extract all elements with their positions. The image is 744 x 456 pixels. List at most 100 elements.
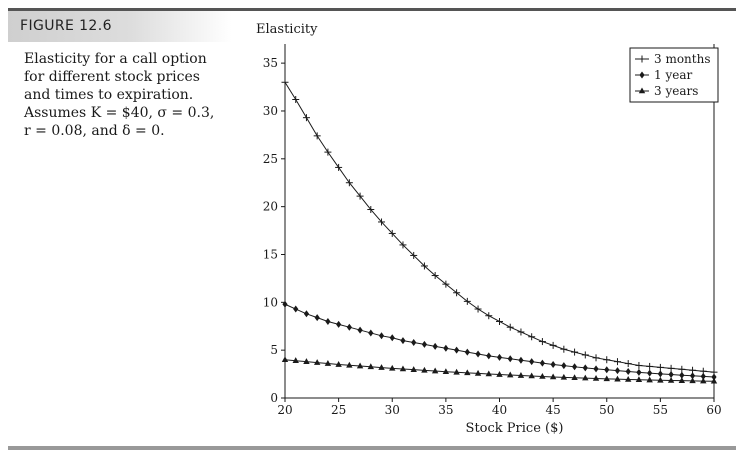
data-point-1-year bbox=[346, 323, 352, 331]
data-point-3-years bbox=[399, 365, 407, 372]
series-1-year bbox=[282, 300, 717, 381]
data-point-3-months bbox=[496, 317, 503, 325]
data-point-3-years bbox=[281, 356, 289, 363]
series-3-years bbox=[281, 356, 718, 384]
data-point-1-year bbox=[679, 371, 685, 379]
data-point-3-months bbox=[388, 229, 396, 237]
data-point-3-years bbox=[507, 371, 514, 378]
data-point-1-year bbox=[539, 359, 545, 367]
data-point-1-year bbox=[368, 329, 374, 337]
series-layer bbox=[281, 78, 718, 384]
data-point-3-years bbox=[646, 376, 653, 383]
legend-item-3-months: 3 months bbox=[635, 52, 711, 66]
data-point-3-years bbox=[678, 377, 686, 383]
top-rule bbox=[8, 8, 736, 11]
data-point-1-year bbox=[378, 332, 385, 340]
data-point-1-year bbox=[486, 352, 492, 360]
data-point-1-year bbox=[668, 371, 674, 379]
data-point-3-years bbox=[528, 372, 535, 379]
data-point-3-months bbox=[635, 361, 643, 369]
data-point-1-year bbox=[464, 348, 470, 356]
data-point-3-months bbox=[324, 148, 332, 156]
data-point-3-years bbox=[549, 373, 557, 380]
data-point-1-year bbox=[647, 369, 653, 377]
data-point-3-months bbox=[538, 338, 546, 346]
data-point-3-years bbox=[464, 369, 471, 376]
data-point-3-years bbox=[421, 366, 428, 373]
data-point-3-years bbox=[292, 357, 299, 363]
data-point-3-months bbox=[367, 206, 375, 214]
data-point-3-years bbox=[367, 363, 374, 370]
x-tick-label: 20 bbox=[277, 403, 292, 417]
y-tick-label: 10 bbox=[263, 295, 278, 309]
data-point-1-year bbox=[357, 326, 363, 334]
legend-item-3-years: 3 years bbox=[635, 84, 698, 98]
data-point-3-years bbox=[560, 373, 568, 380]
y-axis-label: Elasticity bbox=[256, 22, 318, 37]
y-tick-label: 5 bbox=[270, 343, 278, 357]
x-tick-label: 40 bbox=[492, 403, 507, 417]
data-point-3-months bbox=[313, 132, 321, 140]
data-point-1-year bbox=[454, 346, 460, 354]
data-point-3-months bbox=[678, 365, 686, 373]
data-point-3-years bbox=[625, 375, 632, 382]
data-point-3-years bbox=[657, 376, 664, 383]
data-point-1-year bbox=[561, 362, 567, 370]
legend: 3 months 1 year 3 years bbox=[629, 47, 719, 103]
y-tick-label: 25 bbox=[263, 152, 278, 166]
data-point-1-year bbox=[400, 337, 406, 345]
x-tick-label: 50 bbox=[599, 403, 614, 417]
legend-label: 3 years bbox=[654, 84, 698, 98]
data-point-3-years bbox=[431, 367, 439, 374]
data-point-3-months bbox=[356, 192, 364, 200]
data-point-3-months bbox=[528, 333, 536, 341]
data-point-1-year bbox=[689, 372, 696, 380]
data-point-3-years bbox=[313, 359, 321, 365]
bottom-rule bbox=[8, 446, 736, 450]
data-point-1-year bbox=[303, 310, 310, 318]
y-tick-label: 0 bbox=[270, 391, 278, 405]
data-point-1-year bbox=[711, 373, 717, 381]
data-point-3-months bbox=[474, 305, 482, 313]
y-tick-label: 35 bbox=[263, 56, 278, 70]
data-point-3-years bbox=[582, 374, 589, 381]
data-point-3-years bbox=[303, 358, 310, 364]
data-point-1-year bbox=[496, 353, 503, 361]
data-point-1-year bbox=[700, 372, 706, 380]
data-point-3-years bbox=[335, 361, 342, 367]
data-point-1-year bbox=[314, 314, 320, 322]
data-point-3-years bbox=[710, 377, 718, 384]
y-tick-label: 15 bbox=[263, 247, 278, 261]
data-point-3-years bbox=[667, 376, 675, 383]
data-point-3-months bbox=[292, 95, 300, 103]
data-point-1-year bbox=[336, 320, 342, 328]
data-point-3-years bbox=[517, 372, 525, 378]
axes: 20 25 30 35 40 45 50 55 60 0 5 10 15 20 25 30 35 Elastici… bbox=[256, 22, 722, 436]
legend-label: 3 months bbox=[654, 52, 711, 66]
x-tick-label: 60 bbox=[706, 403, 721, 417]
data-point-1-year bbox=[604, 366, 610, 374]
data-point-3-months bbox=[517, 328, 525, 336]
data-point-1-year bbox=[282, 300, 288, 308]
data-point-3-months bbox=[549, 341, 557, 349]
x-tick-label: 45 bbox=[545, 403, 560, 417]
data-point-3-years bbox=[496, 371, 503, 377]
series-3-months bbox=[281, 78, 718, 376]
x-tick-label: 35 bbox=[438, 403, 453, 417]
data-point-3-months bbox=[646, 362, 654, 370]
data-point-3-months bbox=[603, 356, 611, 364]
data-point-3-years bbox=[635, 376, 643, 383]
data-point-1-year bbox=[625, 367, 631, 375]
data-point-3-months bbox=[506, 323, 514, 331]
data-point-3-years bbox=[689, 377, 696, 384]
data-point-3-years bbox=[346, 361, 353, 368]
data-point-1-year bbox=[614, 367, 621, 375]
data-point-3-months bbox=[485, 312, 493, 320]
data-point-1-year bbox=[657, 370, 663, 378]
data-point-3-months bbox=[624, 360, 632, 368]
data-point-3-years bbox=[378, 364, 385, 370]
x-tick-label: 55 bbox=[653, 403, 668, 417]
legend-marker bbox=[638, 55, 646, 63]
data-point-1-year bbox=[582, 364, 588, 372]
data-point-3-months bbox=[560, 345, 568, 353]
